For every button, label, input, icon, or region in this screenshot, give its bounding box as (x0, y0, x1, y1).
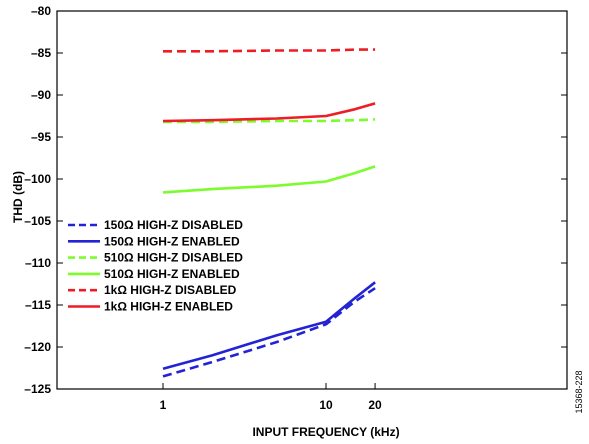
y-tick-label: –110 (25, 256, 51, 270)
y-tick-label: –85 (31, 46, 51, 60)
x-tick-label: 1 (160, 398, 167, 412)
series-line-3 (162, 165, 376, 194)
y-tick-label: –95 (31, 130, 51, 144)
y-tick-label: –115 (25, 298, 51, 312)
legend-label-1: 150Ω HIGH-Z ENABLED (104, 234, 240, 248)
plot-frame (56, 10, 568, 390)
y-tick-label: –125 (24, 382, 51, 396)
legend-label-5: 1kΩ HIGH-Z ENABLED (104, 300, 233, 314)
legend: 150Ω HIGH-Z DISABLED 150Ω HIGH-Z ENABLED 5… (68, 218, 243, 314)
legend-label-3: 510Ω HIGH-Z ENABLED (104, 267, 240, 281)
x-tick-label: 10 (319, 398, 333, 412)
plot-area (56, 10, 568, 390)
legend-label-4: 1kΩ HIGH-Z DISABLED (104, 283, 237, 297)
figure-id: 15368-228 (574, 370, 584, 413)
series-line-1 (162, 281, 376, 371)
series-layer (162, 48, 376, 378)
series-line-0 (162, 287, 376, 378)
legend-label-2: 510Ω HIGH-Z DISABLED (104, 251, 243, 265)
legend-label-0: 150Ω HIGH-Z DISABLED (104, 218, 243, 232)
y-tick-label: –100 (24, 172, 51, 186)
series-line-5 (162, 102, 376, 123)
y-tick-label: –120 (24, 340, 51, 354)
y-tick-label: –105 (24, 214, 51, 228)
y-tick-label: –90 (31, 88, 51, 102)
axes-layer: –125 –120 –115 –110 –105 –100 –95 –90 –85 –80 1 10 2… (24, 4, 567, 412)
y-tick-label: –80 (31, 4, 51, 18)
x-tick-label: 20 (368, 398, 382, 412)
y-axis-label: THD (dB) (11, 171, 25, 223)
x-axis-label: INPUT FREQUENCY (kHz) (252, 425, 399, 439)
